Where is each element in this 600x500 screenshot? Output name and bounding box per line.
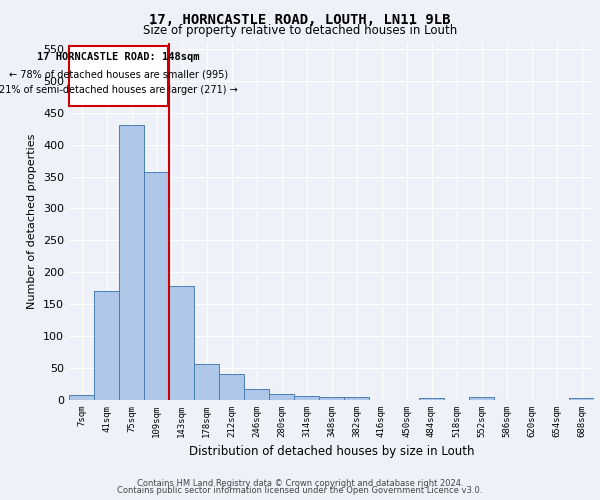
Bar (469, 398, 494, 400)
Bar (94, 292, 119, 400)
Bar (144, 172, 169, 400)
Bar (269, 394, 294, 400)
Bar (294, 396, 319, 400)
Bar (169, 286, 194, 400)
Text: ← 78% of detached houses are smaller (995): ← 78% of detached houses are smaller (99… (9, 70, 228, 80)
FancyBboxPatch shape (69, 46, 168, 106)
Text: 21% of semi-detached houses are larger (271) →: 21% of semi-detached houses are larger (… (0, 86, 238, 96)
Bar (219, 374, 244, 400)
Text: Size of property relative to detached houses in Louth: Size of property relative to detached ho… (143, 24, 457, 37)
X-axis label: Distribution of detached houses by size in Louth: Distribution of detached houses by size … (189, 446, 474, 458)
Y-axis label: Number of detached properties: Number of detached properties (28, 134, 37, 309)
Text: 17, HORNCASTLE ROAD, LOUTH, LN11 9LB: 17, HORNCASTLE ROAD, LOUTH, LN11 9LB (149, 12, 451, 26)
Text: Contains public sector information licensed under the Open Government Licence v3: Contains public sector information licen… (118, 486, 482, 495)
Bar (69, 395, 94, 400)
Bar (344, 397, 369, 400)
Text: Contains HM Land Registry data © Crown copyright and database right 2024.: Contains HM Land Registry data © Crown c… (137, 478, 463, 488)
Bar (319, 397, 344, 400)
Bar (194, 364, 219, 400)
Bar (244, 388, 269, 400)
Bar (119, 126, 144, 400)
Bar (419, 398, 444, 400)
Bar (569, 398, 594, 400)
Text: 17 HORNCASTLE ROAD: 148sqm: 17 HORNCASTLE ROAD: 148sqm (37, 52, 200, 62)
